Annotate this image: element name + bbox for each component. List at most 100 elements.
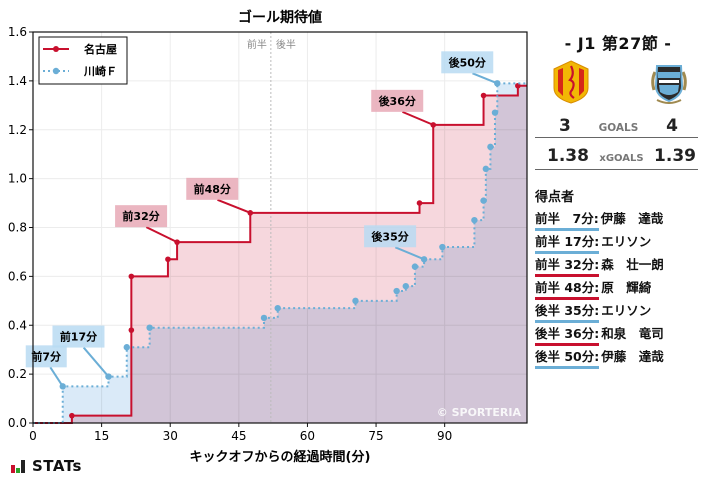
xg-point — [402, 282, 409, 290]
home-xg: 1.38 — [547, 146, 589, 166]
scorer-time: 後半 36分: — [535, 323, 600, 346]
xg-point — [480, 197, 487, 204]
xg-point — [146, 324, 153, 331]
legend-home-label: 名古屋 — [84, 42, 117, 56]
scorer-time: 後半 50分: — [535, 346, 600, 369]
scorer-time: 前半 7分: — [535, 208, 599, 231]
home-goals: 3 — [559, 116, 571, 136]
scorers-title: 得点者 — [535, 190, 575, 205]
bar-chart-logo-icon — [11, 460, 25, 473]
stats-brand: STATs — [11, 457, 82, 475]
chart-title: ゴール期待値 — [238, 9, 322, 26]
xg-point — [274, 304, 281, 312]
scorer-item: 前半 48分: 原 輝綺 — [535, 277, 652, 300]
scorer-item: 前半 17分: エリソン — [535, 231, 652, 254]
away-xg-line — [33, 82, 527, 424]
xg-point — [411, 263, 419, 270]
xg-point — [480, 92, 487, 99]
scorer-name: エリソン — [601, 234, 652, 249]
scorer-name: 和泉 竜司 — [601, 326, 664, 341]
y-tick-label: 1.0 — [8, 172, 27, 186]
y-tick-label: 1.6 — [8, 25, 27, 39]
y-tick-label: 0.0 — [8, 416, 27, 430]
scorer-item: 後半 50分: 伊藤 達哉 — [535, 346, 664, 369]
xg-point — [393, 287, 400, 295]
scorer-time: 前半 48分: — [535, 277, 600, 300]
xg-point — [165, 256, 171, 263]
legend: 名古屋 川崎Ｆ — [38, 36, 128, 85]
annotation-box — [25, 345, 67, 368]
scorer-item: 前半 32分: 森 壮一朗 — [535, 254, 664, 277]
kawasaki-crest-icon — [651, 65, 687, 104]
copyright: © SPORTERIA — [437, 406, 522, 419]
x-tick-label: 45 — [231, 429, 246, 443]
first-half-label: 前半 — [247, 38, 267, 51]
annotation-label: 後35分 — [371, 229, 408, 243]
annotation-pointer — [402, 110, 434, 126]
scorer-name: 森 壮一朗 — [601, 257, 664, 272]
annotation-pointer — [82, 346, 110, 378]
round-title: - J1 第27節 - — [564, 34, 672, 53]
annotation-pointer — [145, 226, 178, 244]
scorer-time: 前半 32分: — [535, 254, 600, 277]
annotation-box — [441, 51, 494, 74]
legend-home-marker-icon — [53, 46, 59, 52]
x-tick-label: 30 — [163, 429, 178, 443]
goals-label: GOALS — [598, 122, 639, 134]
brand-text: STATs — [32, 457, 82, 475]
annotation-box — [115, 205, 168, 228]
legend-away-label: 川崎Ｆ — [83, 64, 117, 78]
xg-point — [416, 200, 423, 206]
xg-point — [515, 82, 521, 89]
annotation-label: 前48分 — [194, 182, 231, 196]
xg-point — [123, 344, 130, 351]
xg-point — [439, 243, 446, 251]
nagoya-crest-icon — [553, 60, 589, 104]
home-xg-area — [33, 85, 527, 423]
x-tick-label: 60 — [300, 429, 315, 443]
x-tick-label: 0 — [29, 429, 37, 443]
scorer-item: 後半 36分: 和泉 竜司 — [535, 323, 664, 346]
annotation-pointer — [472, 72, 498, 85]
y-tick-label: 1.2 — [8, 123, 27, 137]
x-tick-label: 75 — [368, 429, 383, 443]
second-half-label: 後半 — [276, 38, 296, 51]
y-tick-label: 0.2 — [8, 367, 27, 381]
annotation-box — [52, 325, 105, 348]
xg-point — [260, 314, 268, 322]
xg-areas — [33, 83, 527, 423]
annotation-label: 後50分 — [449, 55, 486, 69]
annotation-label: 前7分 — [31, 349, 61, 363]
scorer-time: 前半 17分: — [535, 231, 600, 254]
legend-away-marker-icon — [52, 67, 60, 75]
x-axis-label: キックオフからの経過時間(分) — [190, 449, 371, 465]
y-tick-label: 0.6 — [8, 269, 27, 283]
xgoals-row: 1.38 xGOALS 1.39 — [535, 146, 698, 170]
x-tick-label: 90 — [437, 429, 452, 443]
annotation-label: 前17分 — [60, 330, 97, 344]
xg-point — [471, 216, 478, 224]
xg-point — [128, 327, 135, 333]
axis-ticks: 0.0 0.2 0.4 0.6 0.8 1.0 1.2 1.4 1.6 0 15 30 45 60 75 90 — [8, 25, 452, 443]
scorer-time: 後半 35分: — [535, 300, 600, 323]
xg-point — [128, 273, 135, 280]
xgoals-label: xGOALS — [599, 153, 644, 164]
annotation-pointer — [217, 198, 251, 214]
home-xg-line — [33, 84, 527, 424]
xg-point — [69, 412, 75, 419]
scorer-item: 前半 7分: 伊藤 達哉 — [535, 208, 664, 231]
scorer-name: 伊藤 達哉 — [600, 211, 664, 226]
xg-point — [352, 297, 359, 305]
scorer-name: エリソン — [601, 303, 652, 318]
y-tick-label: 0.4 — [8, 318, 27, 332]
xg-point — [482, 165, 490, 173]
xg-lines — [33, 80, 527, 424]
scorer-name: 原 輝綺 — [601, 280, 652, 295]
x-tick-label: 15 — [94, 429, 109, 443]
annotation-pointer — [49, 366, 64, 387]
annotation-pointer — [394, 246, 425, 261]
xg-point — [491, 109, 499, 116]
scorer-name: 伊藤 達哉 — [601, 349, 664, 364]
